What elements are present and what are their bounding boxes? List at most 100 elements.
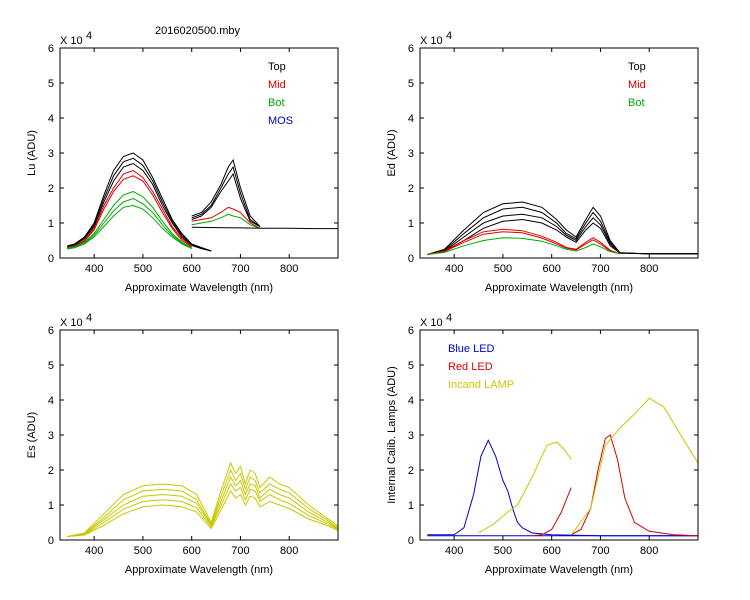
- es-xtick-label: 800: [280, 545, 298, 557]
- lu-y-axis-label: Lu (ADU): [26, 130, 38, 176]
- ed-y-exponent: 4: [446, 30, 452, 42]
- figure-title: 2016020500.mby: [155, 25, 241, 37]
- lu-ytick-label: 1: [48, 218, 54, 230]
- lamps-y-axis-label: Internal Calib. Lamps (ADU): [386, 366, 398, 504]
- es-axes-frame: [59, 329, 339, 541]
- es-y-multiplier: X 10: [60, 317, 83, 329]
- lu-ytick-label: 5: [48, 78, 54, 90]
- lu-series-2-line-2: [67, 204, 192, 250]
- es-series-0-line-3: [67, 482, 338, 537]
- ed-xtick-label: 500: [494, 263, 512, 275]
- lu-series-0-line-1: [67, 157, 212, 252]
- es-xtick-label: 700: [231, 545, 249, 557]
- lu-xtick-label: 700: [231, 263, 249, 275]
- lu-series-1-line-0: [67, 169, 192, 248]
- ed-ytick-label: 2: [408, 183, 414, 195]
- lamps-y-exponent: 4: [446, 312, 452, 324]
- lamps-series-3-line-0: [570, 434, 698, 537]
- lu-x-axis-label: Approximate Wavelength (nm): [125, 282, 273, 294]
- ed-ytick-label: 4: [408, 113, 414, 125]
- lu-y-exponent: 4: [86, 30, 92, 42]
- es-series-0-line-4: [67, 490, 338, 537]
- lamps-ytick-label: 3: [408, 430, 414, 442]
- lamps-ytick-label: 5: [408, 360, 414, 372]
- ed-series-2-line-0: [427, 237, 621, 255]
- ed-y-multiplier: X 10: [420, 35, 443, 47]
- lu-ytick-label: 0: [48, 253, 54, 265]
- lamps-legend-entry: Blue LED: [448, 343, 495, 355]
- es-series-0-line-2: [67, 475, 338, 537]
- es-series-0-line-1: [67, 468, 338, 537]
- ed-x-axis-label: Approximate Wavelength (nm): [485, 282, 633, 294]
- ed-y-axis-label: Ed (ADU): [386, 129, 398, 176]
- lamps-ytick-label: 2: [408, 465, 414, 477]
- es-series-0-line-0: [67, 461, 338, 537]
- lu-ytick-label: 4: [48, 113, 54, 125]
- lamps-series-5-line-0: [570, 397, 698, 536]
- lamps-ytick-label: 6: [408, 325, 414, 337]
- lamps-xtick-label: 800: [640, 545, 658, 557]
- es-ytick-label: 4: [48, 395, 54, 407]
- ed-series-0-line-0: [427, 201, 698, 255]
- ed-ytick-label: 0: [408, 253, 414, 265]
- lu-series-2-line-1: [67, 197, 192, 250]
- ed-xtick-label: 400: [445, 263, 463, 275]
- es-ytick-label: 1: [48, 500, 54, 512]
- lu-legend-entry: Bot: [268, 97, 285, 109]
- lu-y-multiplier: X 10: [60, 35, 83, 47]
- es-ytick-label: 6: [48, 325, 54, 337]
- lu-series-3-line-0: [191, 158, 261, 227]
- lamps-legend-entry: Red LED: [448, 361, 493, 373]
- lu-legend-entry: Top: [268, 61, 286, 73]
- lamps-legend-entry: Incand LAMP: [448, 379, 514, 391]
- lamps-xtick-label: 600: [543, 545, 561, 557]
- lu-series-0-line-2: [67, 162, 212, 252]
- ed-legend-entry: Top: [628, 61, 646, 73]
- lamps-xtick-label: 500: [494, 545, 512, 557]
- es-y-axis-label: Es (ADU): [26, 412, 38, 458]
- lu-series-1-line-1: [67, 175, 192, 249]
- lu-xtick-label: 800: [280, 263, 298, 275]
- lamps-series-2-line-0: [532, 487, 572, 537]
- ed-series-0-line-3: [427, 218, 698, 255]
- lu-series-2-line-0: [67, 190, 192, 249]
- lu-ytick-label: 2: [48, 183, 54, 195]
- es-xtick-label: 400: [85, 545, 103, 557]
- ed-series-1-line-1: [427, 231, 621, 255]
- lu-xtick-label: 500: [134, 263, 152, 275]
- ed-ytick-label: 1: [408, 218, 414, 230]
- lu-ytick-label: 6: [48, 43, 54, 55]
- lu-series-0-line-0: [67, 152, 212, 252]
- ed-series-0-line-1: [427, 206, 698, 255]
- lu-lines: [67, 152, 338, 252]
- ed-series-0-line-2: [427, 213, 698, 255]
- lamps-xtick-label: 700: [591, 545, 609, 557]
- lu-series-5-line-0: [191, 213, 261, 229]
- es-ytick-label: 3: [48, 430, 54, 442]
- ed-legend-entry: Mid: [628, 79, 646, 91]
- ed-xtick-label: 600: [543, 263, 561, 275]
- es-ytick-label: 2: [48, 465, 54, 477]
- lu-legend-entry: Mid: [268, 79, 286, 91]
- lu-xtick-label: 400: [85, 263, 103, 275]
- lamps-lines: [427, 397, 698, 537]
- lu-xtick-label: 600: [183, 263, 201, 275]
- lu-series-3-line-2: [191, 172, 261, 227]
- lu-legend-entry: MOS: [268, 115, 293, 127]
- lu-ytick-label: 3: [48, 148, 54, 160]
- lamps-ytick-label: 1: [408, 500, 414, 512]
- es-ytick-label: 0: [48, 535, 54, 547]
- lamps-y-multiplier: X 10: [420, 317, 443, 329]
- ed-xtick-label: 700: [591, 263, 609, 275]
- es-xtick-label: 600: [183, 545, 201, 557]
- lu-series-6-line-0: [191, 226, 338, 230]
- ed-axes-frame: [419, 47, 699, 259]
- lamps-series-0-line-0: [427, 439, 698, 537]
- ed-legend-entry: Bot: [628, 97, 645, 109]
- ed-xtick-label: 800: [640, 263, 658, 275]
- es-lines: [67, 461, 338, 537]
- es-ytick-label: 5: [48, 360, 54, 372]
